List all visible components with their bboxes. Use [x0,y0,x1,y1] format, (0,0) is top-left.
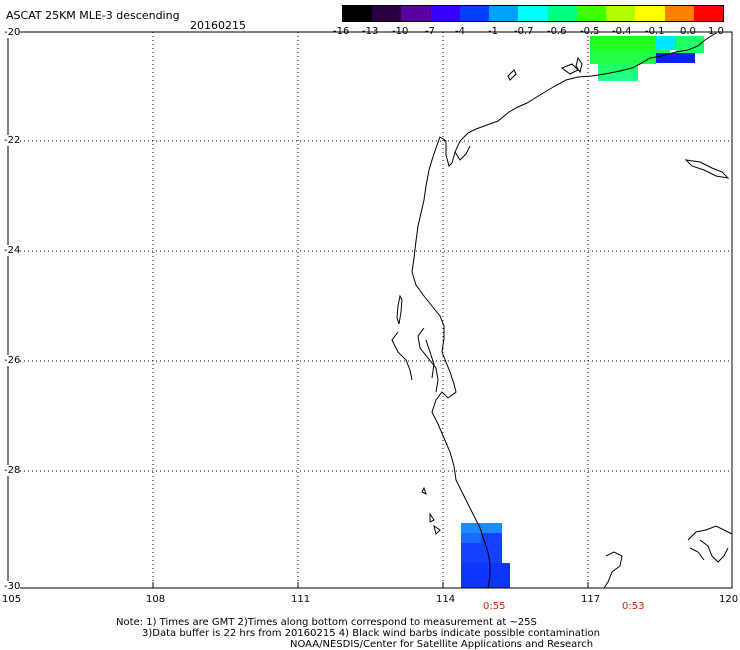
lat-label: -26 [4,355,21,366]
lat-label: -24 [4,245,21,256]
peninsula-coast [391,331,413,381]
colorbar-swatch [343,6,373,21]
colorbar-swatch [693,6,724,21]
pass-time-label: 0:55 [483,601,506,612]
lon-label: 114 [436,594,456,605]
lon-label: 108 [146,594,166,605]
lon-label: 105 [2,594,22,605]
dirk-hartog-island [396,294,403,325]
island [429,512,435,523]
map-frame [7,31,733,589]
swath-cell [598,63,638,73]
colorbar-swatch [576,6,607,21]
swath-cell [656,36,676,50]
island [421,486,427,495]
inner-bay-coast [425,339,435,379]
colorbar-swatch [489,6,519,21]
shark-bay-coast [417,327,439,393]
swath-cell [676,36,704,53]
lon-label: 117 [581,594,601,605]
product-title: ASCAT 25KM MLE-3 descending [6,9,180,22]
colorbar-swatch [606,6,636,21]
colorbar-swatch [401,6,431,21]
swath-cell [598,73,638,81]
swath-cell [481,533,502,543]
exmouth-gulf-coast [454,145,471,161]
swath-cell [461,563,510,588]
mainland-coast [411,32,717,589]
lat-label: -20 [4,27,21,38]
swath-cell [461,523,502,533]
colorbar-swatch [518,6,548,21]
colorbar-swatch [635,6,665,21]
island [433,524,441,535]
south-coast [687,525,733,563]
lon-label: 120 [719,594,739,605]
swath-cell [656,53,695,63]
lat-label: -28 [4,465,21,476]
frame-border [7,31,733,589]
island [603,551,623,589]
colorbar [342,5,724,22]
footer-note-2: 3)Data buffer is 22 hrs from 20160215 4)… [142,628,600,639]
lon-label: 111 [291,594,311,605]
island [684,159,730,179]
pass-time-label: 0:53 [622,601,645,612]
swath-cell [461,543,502,563]
swath-cell [590,36,656,50]
swath-cell [461,533,481,543]
island [560,63,579,75]
graticule [8,32,732,588]
wind-swath-south [461,523,510,588]
footer-note-1: Note: 1) Times are GMT 2)Times along bot… [116,617,537,628]
colorbar-swatch [664,6,694,21]
swath-cell [590,50,656,64]
wind-swath-north [590,36,704,81]
lat-label: -22 [4,135,21,146]
lat-label: -30 [4,581,21,592]
footer-credit: NOAA/NESDIS/Center for Satellite Applica… [290,639,594,650]
island [575,56,583,74]
product-date: 20160215 [190,19,246,32]
coastline [391,32,733,589]
colorbar-swatch [372,6,402,21]
colorbar-swatch [430,6,460,21]
island [507,69,517,81]
colorbar-swatch [459,6,490,21]
colorbar-swatch [547,6,577,21]
